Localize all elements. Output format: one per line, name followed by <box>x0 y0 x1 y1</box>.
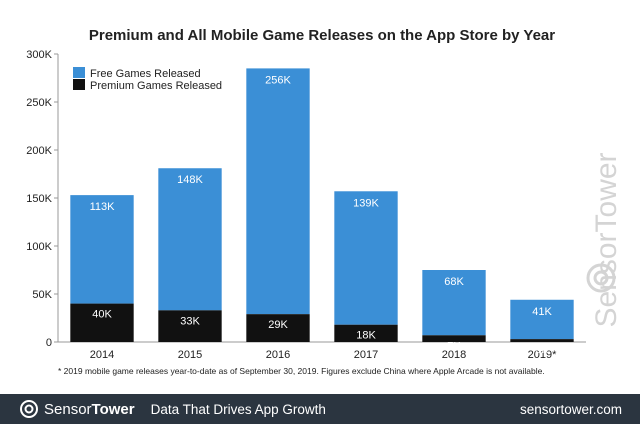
bar-free <box>422 270 486 336</box>
y-tick-label: 200K <box>26 145 52 157</box>
chart: Premium and All Mobile Game Releases on … <box>26 27 623 376</box>
bar-premium <box>510 339 574 342</box>
x-tick-label: 2015 <box>178 349 202 361</box>
bar-premium <box>422 335 486 342</box>
x-tick-label: 2019* <box>528 349 557 361</box>
legend-label-premium: Premium Games Released <box>90 80 222 92</box>
y-tick-label: 250K <box>26 97 52 109</box>
x-tick-label: 2017 <box>354 349 378 361</box>
data-label-premium: 40K <box>92 309 112 321</box>
data-label-premium: 33K <box>180 315 200 327</box>
data-label-free: 148K <box>177 174 203 186</box>
data-label-free: 113K <box>90 201 116 213</box>
data-label-premium: 18K <box>356 330 376 342</box>
footer-tagline: Data That Drives App Growth <box>150 401 326 417</box>
data-label-premium: 3K <box>535 344 549 356</box>
data-label-premium: 7K <box>447 340 461 352</box>
x-tick-label: 2016 <box>266 349 290 361</box>
y-tick-label: 150K <box>26 193 52 205</box>
footnote: * 2019 mobile game releases year-to-date… <box>58 366 545 376</box>
y-tick-label: 100K <box>26 241 52 253</box>
legend: Free Games Released Premium Games Releas… <box>73 67 222 92</box>
footer-brand: SensorTower <box>44 401 135 418</box>
bar-premium <box>70 303 134 342</box>
sensortower-logo-icon <box>20 400 38 418</box>
bar-premium <box>334 324 398 342</box>
bars: 113K 40K 148K 33K 256K 29K 139K 18K 68K 7K 41K 3K <box>70 68 574 356</box>
bar-free <box>510 299 574 340</box>
data-label-free: 68K <box>444 276 464 288</box>
x-tick-label: 2018 <box>442 349 466 361</box>
legend-swatch-free <box>73 67 85 78</box>
bar-premium <box>158 310 222 342</box>
bar-free <box>70 195 134 304</box>
x-tick-label: 2014 <box>90 349 114 361</box>
axes: 0 50K 100K 150K 200K 250K 300K 2014 2015 2016 2017… <box>26 49 586 361</box>
watermark-logo-icon <box>586 263 616 293</box>
y-tick-label: 0 <box>46 337 52 349</box>
watermark-text: SensorTower <box>590 152 623 327</box>
footer-site-link[interactable]: sensortower.com <box>519 401 622 417</box>
legend-label-free: Free Games Released <box>90 68 201 80</box>
bar-free <box>158 168 222 311</box>
bar-free <box>246 68 310 315</box>
chart-title: Premium and All Mobile Game Releases on … <box>89 27 555 44</box>
legend-swatch-premium <box>73 79 85 90</box>
data-label-premium: 29K <box>268 319 288 331</box>
y-tick-label: 300K <box>26 49 52 61</box>
bar-premium <box>246 314 310 342</box>
y-tick-label: 50K <box>32 289 52 301</box>
footer-brand-part1: Sensor <box>44 400 92 418</box>
bar-free <box>334 191 398 325</box>
footer-brand-part2: Tower <box>91 400 135 418</box>
footer-bar: SensorTower Data That Drives App Growth … <box>0 394 640 424</box>
data-label-free: 41K <box>532 306 552 318</box>
data-label-free: 139K <box>353 197 379 209</box>
data-label-free: 256K <box>265 74 291 86</box>
